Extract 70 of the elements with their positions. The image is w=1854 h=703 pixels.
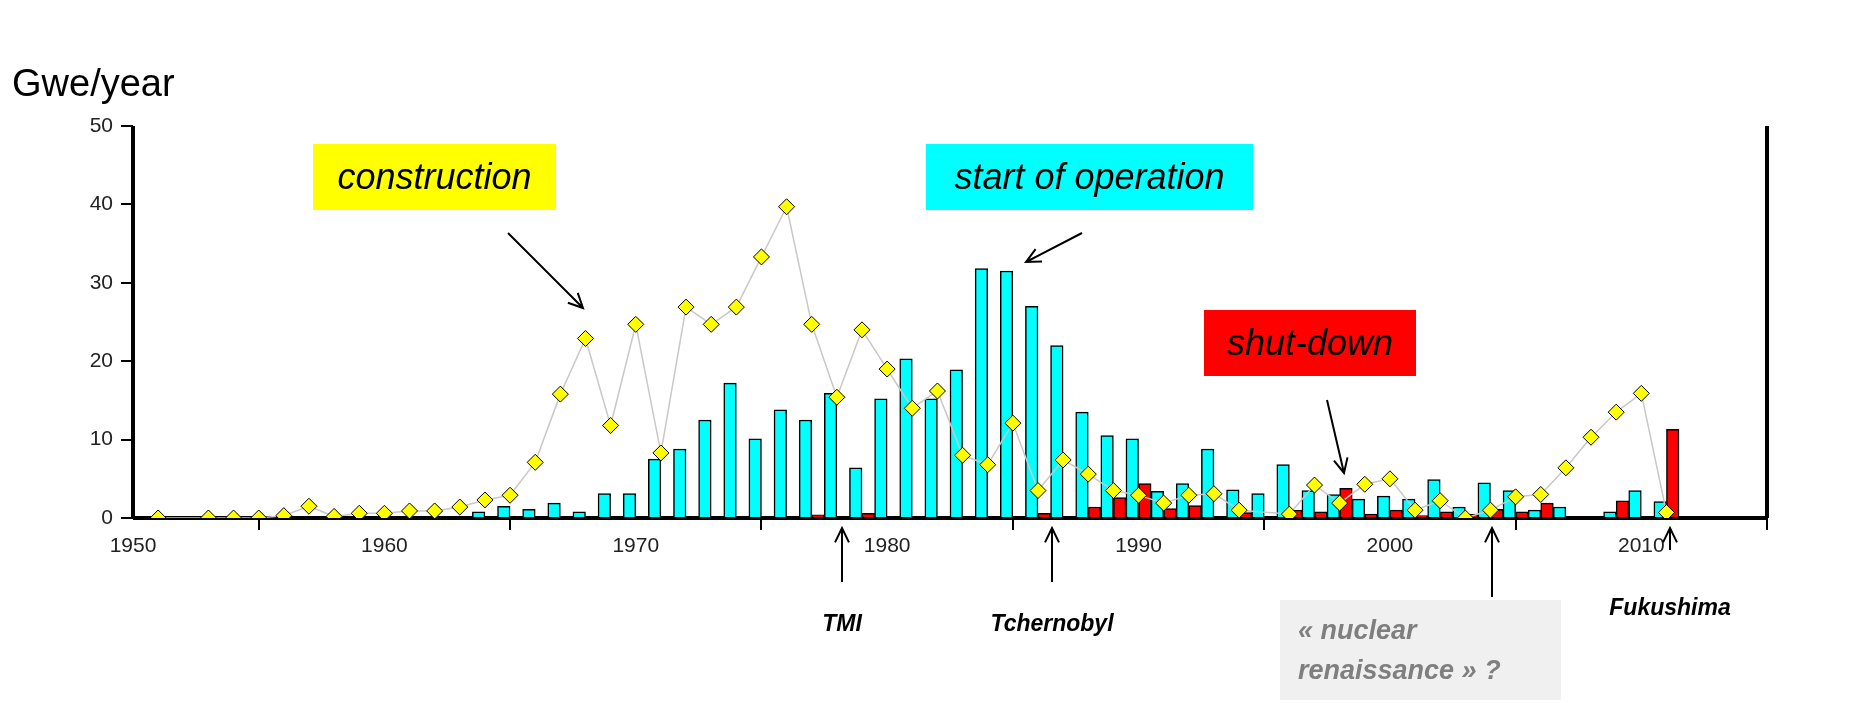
point xyxy=(526,453,544,471)
y-tick-label: 30 xyxy=(89,269,113,293)
y-axis-title: Gwe/year xyxy=(12,62,175,105)
point xyxy=(803,315,821,333)
text: construction xyxy=(313,144,556,210)
text: Fukushima xyxy=(1609,594,1731,621)
point xyxy=(1306,476,1324,494)
text: « nuclear renaissance » ? xyxy=(1280,600,1561,700)
x-tick-label: 2010 xyxy=(1617,533,1665,557)
point xyxy=(1356,475,1374,493)
point xyxy=(1054,451,1072,469)
point xyxy=(727,298,745,316)
point xyxy=(954,446,972,464)
point xyxy=(1507,488,1525,506)
point xyxy=(878,360,896,378)
point xyxy=(903,399,921,417)
point xyxy=(576,329,594,347)
point xyxy=(1557,459,1575,477)
point xyxy=(1381,470,1399,488)
point xyxy=(1582,428,1600,446)
point xyxy=(501,486,519,504)
point xyxy=(1657,504,1675,518)
text: TMI xyxy=(822,610,862,637)
y-tick-label: 40 xyxy=(89,191,113,215)
point xyxy=(1632,384,1650,402)
x-tick-label: 2000 xyxy=(1366,533,1414,557)
point xyxy=(928,382,946,400)
point xyxy=(652,444,670,462)
point xyxy=(1331,494,1349,512)
point xyxy=(476,491,494,509)
point xyxy=(401,502,419,518)
point xyxy=(300,497,318,515)
point xyxy=(853,321,871,339)
point xyxy=(702,315,720,333)
point xyxy=(1406,501,1424,518)
y-tick-label: 10 xyxy=(89,426,113,450)
y-tick-label: 0 xyxy=(101,504,113,528)
x-tick-label: 1970 xyxy=(612,533,660,557)
point xyxy=(1431,492,1449,510)
point xyxy=(677,298,695,316)
point xyxy=(451,498,469,516)
x-tick-label: 1980 xyxy=(863,533,911,557)
point xyxy=(979,456,997,474)
point xyxy=(1205,485,1223,503)
text: start of operation xyxy=(926,144,1253,210)
point xyxy=(1230,501,1248,518)
x-tick-label: 1960 xyxy=(361,533,408,557)
point xyxy=(627,315,645,333)
point xyxy=(752,248,770,266)
point xyxy=(1029,482,1047,500)
y-tick-label: 50 xyxy=(89,112,113,136)
point xyxy=(1532,485,1550,503)
y-tick-label: 20 xyxy=(89,348,113,371)
point xyxy=(602,416,620,434)
text: shut-down xyxy=(1204,310,1416,376)
point xyxy=(778,198,796,216)
point xyxy=(1130,486,1148,504)
point xyxy=(1155,494,1173,512)
point xyxy=(426,502,444,518)
point xyxy=(1104,482,1122,500)
point xyxy=(1004,414,1022,432)
point xyxy=(1180,486,1198,504)
point xyxy=(1481,501,1499,518)
point xyxy=(1079,465,1097,483)
x-tick-label: 1950 xyxy=(109,533,157,557)
x-tick-label: 1990 xyxy=(1115,533,1162,557)
point xyxy=(551,385,569,403)
point xyxy=(828,388,846,406)
point xyxy=(1607,403,1625,421)
text: Tchernobyl xyxy=(990,610,1114,637)
